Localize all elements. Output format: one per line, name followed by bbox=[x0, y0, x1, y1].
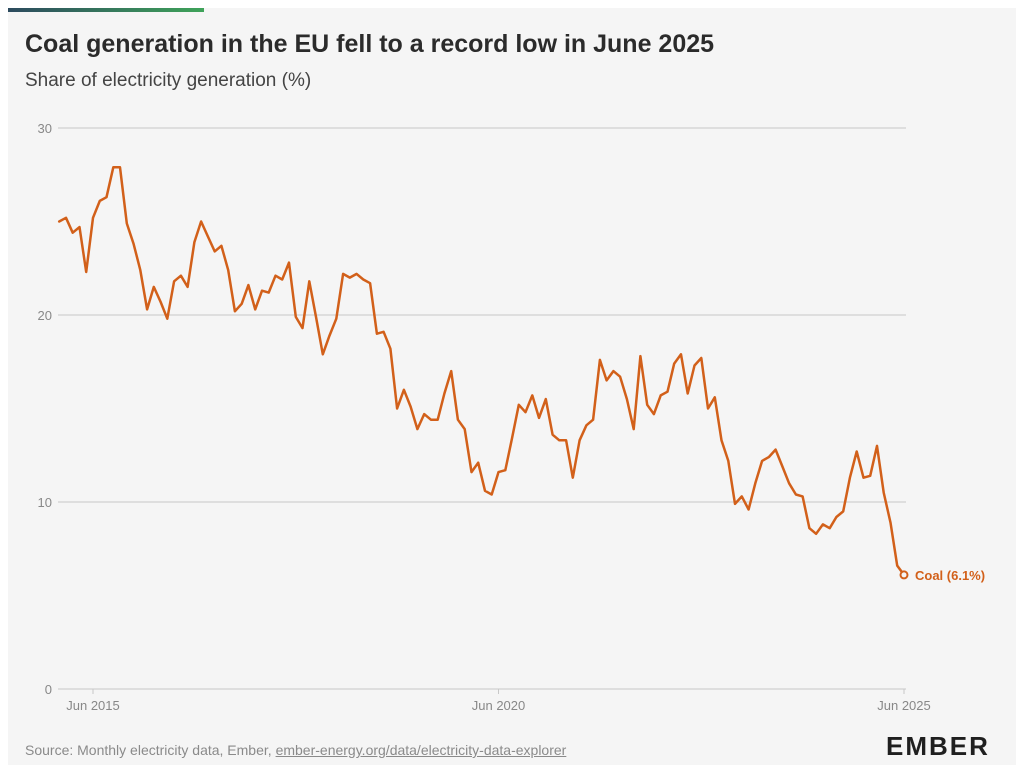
source-note: Source: Monthly electricity data, Ember,… bbox=[25, 742, 566, 758]
chart-title: Coal generation in the EU fell to a reco… bbox=[25, 30, 715, 58]
x-tick-label: Jun 2020 bbox=[472, 698, 526, 713]
source-text: Source: Monthly electricity data, Ember, bbox=[25, 742, 276, 758]
source-link[interactable]: ember-energy.org/data/electricity-data-e… bbox=[275, 742, 567, 758]
y-tick-label: 10 bbox=[38, 495, 52, 510]
x-axis-ticks: Jun 2015 Jun 2020 Jun 2025 bbox=[66, 689, 931, 713]
series-layer: Coal (6.1%) bbox=[57, 166, 985, 583]
series-end-label: Coal (6.1%) bbox=[915, 568, 985, 583]
x-tick-label: Jun 2015 bbox=[66, 698, 120, 713]
chart-card bbox=[8, 8, 1016, 765]
gridlines bbox=[58, 127, 906, 690]
x-tick-label: Jun 2025 bbox=[877, 698, 931, 713]
y-axis-ticks: 0 10 20 30 bbox=[38, 121, 52, 697]
y-tick-label: 0 bbox=[45, 682, 52, 697]
series-line-coal bbox=[57, 166, 906, 577]
series-end-marker bbox=[899, 570, 909, 580]
y-tick-label: 20 bbox=[38, 308, 52, 323]
ember-logo: EMBER bbox=[886, 731, 990, 761]
accent-bar bbox=[8, 8, 204, 12]
chart-subtitle: Share of electricity generation (%) bbox=[25, 70, 312, 91]
y-tick-label: 30 bbox=[38, 121, 52, 136]
